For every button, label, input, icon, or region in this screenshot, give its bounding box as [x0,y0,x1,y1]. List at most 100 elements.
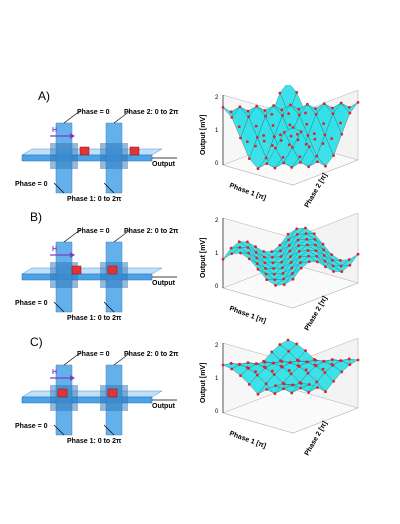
sample-point [315,154,319,158]
sample-point [289,255,292,259]
sample-point [264,382,268,386]
sample-point [339,101,343,105]
output-label: Output [152,403,176,410]
sample-point [280,114,284,117]
sample-point [286,338,290,342]
sample-point [239,136,242,140]
sample-point [347,258,351,262]
plot-a [221,85,360,186]
panel-label: B) [30,210,42,224]
antenna-line [103,301,115,313]
sample-point [295,227,299,231]
sample-point [282,130,286,134]
sample-point [305,122,309,126]
sample-point [330,358,334,361]
device-c [21,352,177,436]
antenna-line [53,182,65,194]
sample-point [281,155,285,159]
sample-point [273,166,277,170]
z-tick-0: 0 [215,409,219,415]
phase-bottom-right-label: Phase 1: 0 to 2π [67,315,122,322]
sample-point [298,255,302,259]
phase-top-left-label: Phase = 0 [77,351,110,358]
sample-point [274,384,277,388]
sample-point [314,249,318,253]
sample-point [289,103,292,107]
sample-point [331,363,335,367]
z-tick-1: 1 [215,251,219,257]
z-tick-1: 1 [215,128,219,134]
phase-top-right-label: Phase 2: 0 to 2π [124,109,179,116]
sample-point [305,102,309,106]
antenna-line [63,110,81,124]
sample-point [356,358,360,362]
antenna-line [63,352,81,366]
sample-point [255,104,259,108]
phase-bottom-right-label: Phase 1: 0 to 2π [67,438,122,445]
sample-point [264,366,267,370]
sample-point [246,361,250,365]
sample-point [254,245,257,249]
sample-point [274,146,277,150]
sample-point [237,240,241,244]
sample-point [307,254,311,258]
sample-point [246,246,250,249]
sample-point [323,371,327,374]
crossing-junction [100,143,128,169]
output-surface-plot: Output [mV] 0 1 2 Phase 1 [π] Phase 2 [π… [200,85,360,209]
sample-point [307,145,311,149]
sample-point [270,250,274,254]
sample-point [297,244,301,248]
sample-point [290,272,294,275]
sample-point [290,266,294,270]
sample-point [289,361,292,364]
sample-point [297,365,301,368]
sample-point [289,372,293,376]
sample-point [270,350,274,354]
sample-point [291,383,295,387]
sample-point [331,112,335,116]
magnet [107,388,118,398]
sample-point [278,343,282,346]
sample-point [287,369,291,372]
antenna-line [113,229,131,243]
sample-point [274,284,277,287]
sample-point [339,359,343,363]
sample-point [263,109,267,112]
sample-point [286,232,290,236]
phase-top-right-label: Phase 2: 0 to 2π [124,351,179,358]
z-tick-0: 0 [215,284,219,290]
sample-point [296,138,300,142]
sample-point [247,251,251,255]
antenna-line [113,352,131,366]
sample-point [315,254,319,258]
sample-point [282,283,286,287]
sample-point [323,259,327,263]
sample-point [271,124,275,127]
sample-point [282,161,286,165]
sample-point [280,365,284,369]
magnet [57,388,68,398]
sample-point [322,248,326,252]
sample-point [279,139,283,142]
phase-top-right-label: Phase 2: 0 to 2π [124,228,179,235]
sample-point [272,372,276,376]
sample-point [305,237,309,241]
sample-point [304,111,307,115]
sample-point [295,233,299,236]
sample-point [332,154,336,157]
sample-point [247,366,251,370]
sample-point [340,370,344,374]
sample-point [256,267,260,271]
sample-point [295,90,299,94]
sample-point [313,238,317,241]
device-a [21,110,177,194]
sample-point [291,277,295,281]
sample-point [255,373,259,377]
panel-b: B) Phase = 0 Phase 2: 0 to 2π H Output P… [0,208,400,338]
z-tick-1: 1 [215,376,219,382]
sample-point [312,132,316,136]
sample-point [230,115,234,119]
waveguide-front [21,273,153,281]
sample-point [330,106,334,110]
